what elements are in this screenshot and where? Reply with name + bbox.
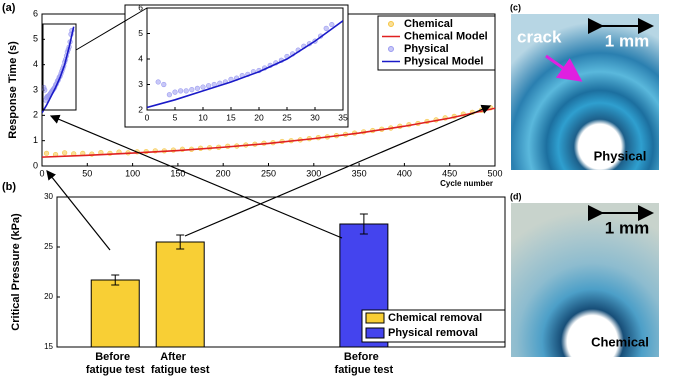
data-point (189, 86, 195, 93)
photo-d: (d) 1 mm Chemical (510, 191, 659, 357)
y-tick-label: 30 (44, 192, 53, 201)
legend-label: Chemical Model (404, 30, 488, 42)
x-category-label: Before (95, 351, 130, 363)
data-point (453, 147, 458, 152)
y-tick-label: 15 (44, 342, 53, 351)
x-tick-label: 100 (125, 168, 140, 178)
x-category-label: Before (344, 351, 379, 363)
x-category-label: After (160, 351, 186, 363)
data-point (183, 88, 189, 94)
y-tick-label: 3 (138, 79, 143, 89)
x-tick-label: 0 (39, 168, 44, 178)
x-tick-label: 50 (82, 168, 92, 178)
x-tick-label: 350 (352, 168, 367, 178)
x-tick-label: 5 (173, 112, 178, 122)
scale-label: 1 mm (605, 31, 649, 50)
model-line (147, 20, 343, 109)
x-tick-label: 10 (198, 112, 208, 122)
data-point (155, 79, 161, 85)
plot-frame (56, 196, 506, 348)
y-tick-label: 0 (33, 160, 38, 170)
x-category-label: fatigue test (335, 364, 394, 376)
data-point (329, 21, 335, 28)
arrows (46, 104, 492, 251)
scale-label: 1 mm (605, 218, 649, 237)
y-tick-label: 25 (44, 242, 53, 251)
x-tick-label: 35 (338, 112, 348, 122)
panel-label: (d) (510, 191, 522, 201)
x-tick-label: 500 (487, 168, 502, 178)
data-point (194, 85, 200, 91)
data-point (166, 92, 172, 98)
bar (90, 279, 140, 348)
inset-background (124, 4, 349, 128)
model-line (42, 26, 75, 114)
data-point (43, 150, 50, 156)
y-axis-label: Response Time (s) (7, 41, 19, 139)
legend-swatch (388, 46, 394, 52)
x-tick-label: 200 (216, 168, 231, 178)
panel-label: (c) (510, 2, 521, 12)
model-line (42, 107, 495, 158)
x-axis-label: Cycle number (440, 179, 493, 188)
y-tick-label: 20 (44, 292, 53, 301)
x-tick-label: 0 (145, 112, 150, 122)
data-point (323, 25, 329, 32)
y-axis-label: Critical Pressure (kPa) (10, 213, 22, 331)
legend-label: Physical (404, 43, 449, 55)
x-category-label: fatigue test (86, 364, 145, 376)
x-category-label: fatigue test (151, 364, 210, 376)
data-point (62, 150, 68, 156)
series-group (42, 26, 495, 158)
data-point (172, 89, 178, 95)
y-tick-label: 4 (138, 53, 143, 63)
y-tick-label: 2 (138, 104, 143, 114)
data-point (42, 87, 48, 93)
bar (155, 241, 205, 348)
panel-label: (b) (2, 181, 16, 193)
photo-c: (c) 1 mm crack Physical (510, 2, 659, 170)
legend-label: Physical Model (404, 55, 483, 67)
panel-label: (a) (2, 2, 16, 14)
data-point (200, 84, 206, 90)
legend-label: Physical removal (388, 327, 478, 339)
data-point (285, 145, 290, 150)
data-point (397, 146, 402, 151)
plot-frame (146, 7, 344, 111)
y-tick-label: 6 (138, 2, 143, 12)
legend-label: Chemical (404, 18, 453, 30)
legend-label: Chemical removal (388, 312, 482, 324)
data-point (161, 81, 167, 88)
x-tick-label: 400 (397, 168, 412, 178)
y-tick-label: 5 (33, 34, 38, 44)
legend-swatch (365, 327, 385, 339)
caption: Chemical (591, 334, 649, 349)
x-tick-label: 20 (254, 112, 264, 122)
annotation: crack (517, 27, 562, 46)
legend-swatch (388, 21, 394, 27)
caption: Physical (594, 148, 647, 163)
x-tick-label: 30 (310, 112, 320, 122)
data-point (206, 83, 212, 89)
x-tick-label: 300 (306, 168, 321, 178)
series-group (147, 20, 458, 152)
zoom-connectors (42, 7, 148, 111)
y-tick-label: 2 (33, 110, 38, 120)
x-tick-label: 250 (261, 168, 276, 178)
x-tick-label: 25 (282, 112, 292, 122)
data-point (341, 146, 346, 151)
legend-swatch (365, 312, 385, 324)
x-tick-label: 150 (170, 168, 185, 178)
y-tick-label: 6 (33, 8, 38, 18)
y-tick-label: 5 (138, 28, 143, 38)
y-tick-label: 4 (33, 59, 38, 69)
legend-box (361, 309, 506, 343)
x-tick-label: 450 (442, 168, 457, 178)
data-point (178, 88, 184, 94)
y-tick-label: 3 (33, 84, 38, 94)
x-tick-label: 15 (226, 112, 236, 122)
y-tick-label: 1 (33, 135, 38, 145)
